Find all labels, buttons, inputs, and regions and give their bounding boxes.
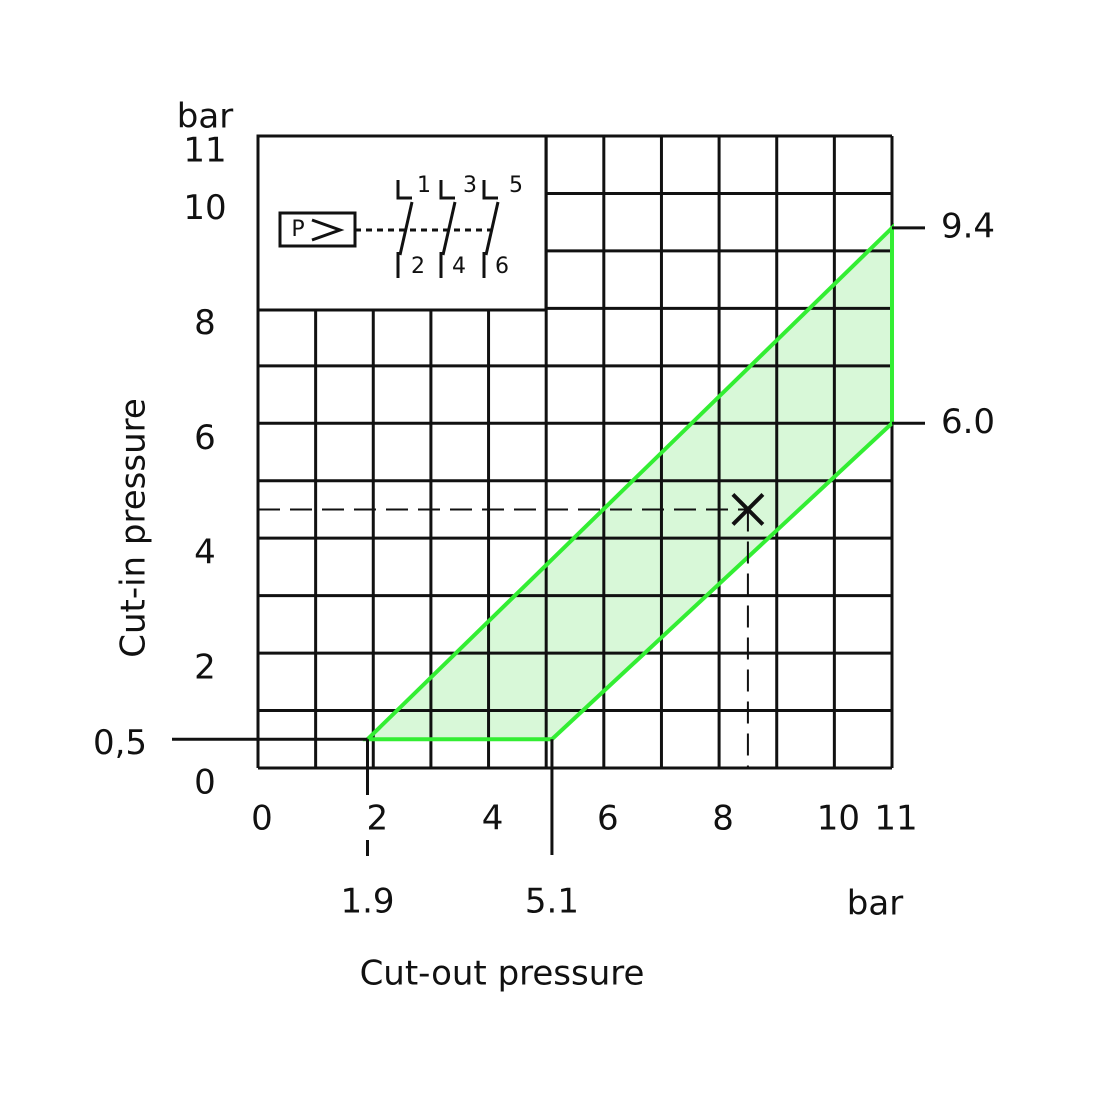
marker-label: 6.0 — [941, 402, 995, 442]
x-unit: bar — [847, 884, 903, 924]
y-tick-label: 11 — [183, 131, 226, 171]
x-tick-label: 11 — [874, 799, 917, 839]
y-tick-label: 8 — [194, 303, 216, 343]
contacts — [396, 180, 500, 278]
x-tick-label: 4 — [482, 799, 504, 839]
marker-label: 5.1 — [525, 882, 579, 922]
symbol-label: 1 — [417, 173, 431, 198]
marker-label: 9.4 — [941, 206, 995, 246]
y-unit: bar — [177, 97, 233, 137]
switch-symbol: P 1 3 5 2 4 6 — [256, 134, 548, 312]
x-axis-title: Cut-out pressure — [360, 954, 645, 994]
y-tick-label: 2 — [194, 648, 216, 688]
y-axis-title: Cut-in pressure — [114, 398, 154, 658]
symbol-label: 3 — [463, 173, 477, 198]
symbol-label: 2 — [411, 254, 425, 279]
point-marker — [731, 493, 765, 526]
chevron — [311, 218, 345, 242]
x-tick-label: 10 — [817, 799, 860, 839]
y-tick-label: 6 — [194, 418, 216, 458]
x-tick-label: 8 — [712, 799, 734, 839]
inset-box — [256, 134, 548, 312]
x-tick-label: 2 — [366, 799, 388, 839]
y-tick-label: 10 — [183, 188, 226, 228]
marker-label: 0,5 — [93, 723, 147, 763]
symbol-label: 6 — [495, 254, 509, 279]
x-tick-label: 6 — [597, 799, 619, 839]
y-tick-label: 0 — [194, 763, 216, 803]
y-tick-label: 4 — [194, 533, 216, 573]
symbol-label: P — [291, 217, 304, 242]
marker-label: 1.9 — [340, 882, 394, 922]
x-tick-label: 0 — [251, 799, 273, 839]
symbol-label: 4 — [452, 254, 466, 279]
symbol-label: 5 — [509, 173, 523, 198]
